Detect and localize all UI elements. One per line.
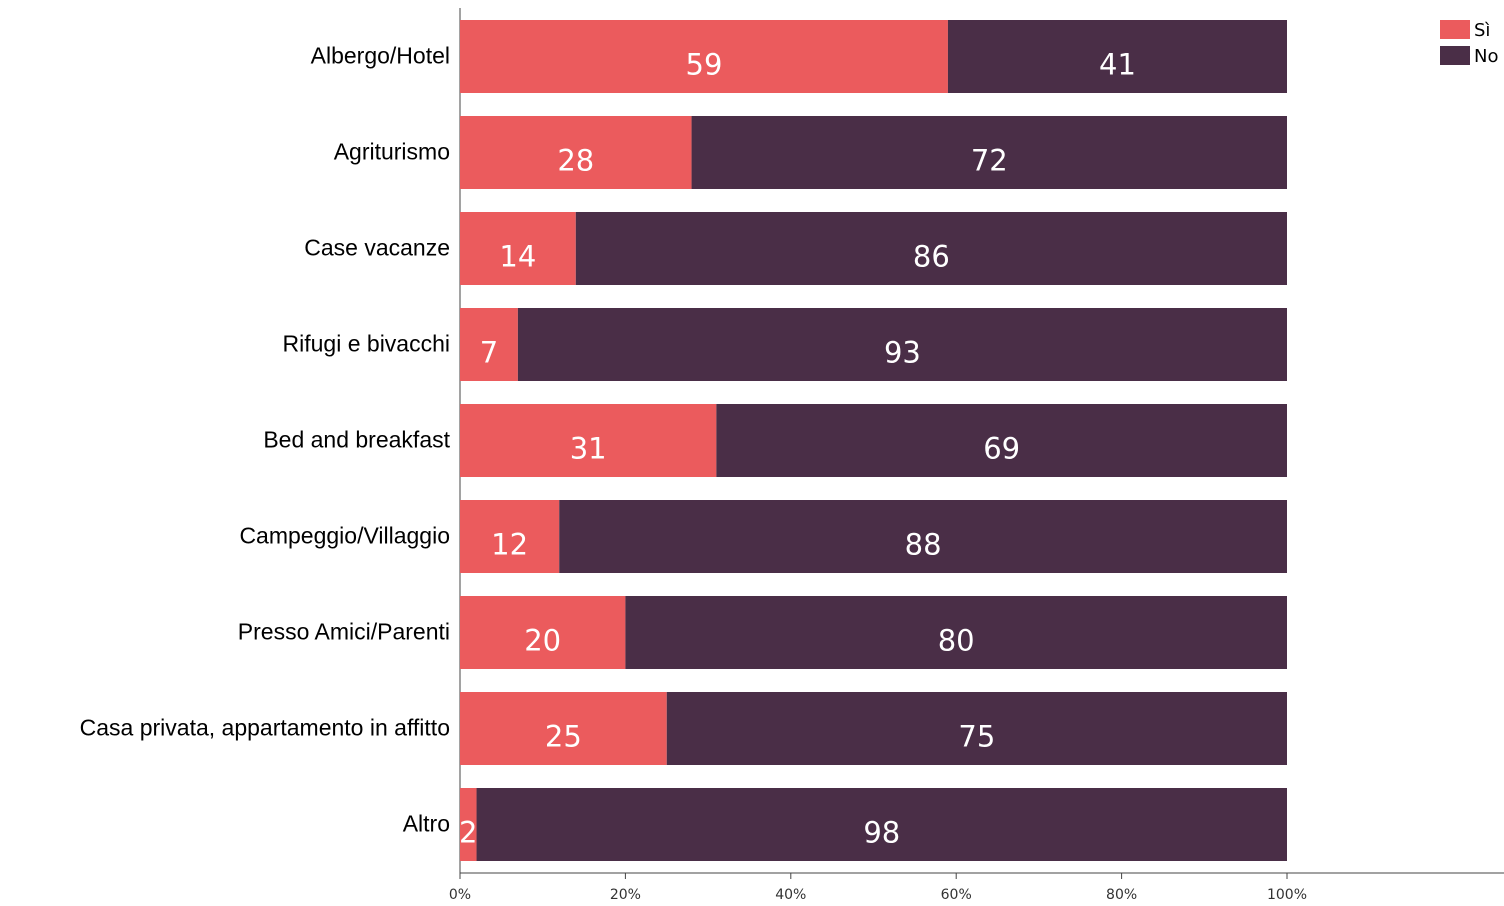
bar-segment-si [460, 692, 667, 765]
data-label: 93 [884, 336, 921, 370]
category-label: Albergo/Hotel [311, 43, 450, 69]
category-label: Presso Amici/Parenti [238, 619, 450, 645]
category-label: Altro [403, 811, 450, 837]
bar-segment-si [460, 500, 560, 573]
bar-segment-no [691, 116, 1287, 189]
bar-segment-no [517, 308, 1287, 381]
bar-segment-no [716, 404, 1287, 477]
data-label: 14 [499, 240, 536, 274]
x-tick-label: 0% [449, 887, 471, 903]
bar-segment-no [476, 788, 1287, 861]
legend-label: Sì [1474, 20, 1490, 41]
data-label: 25 [545, 720, 582, 754]
data-label: 72 [971, 144, 1008, 178]
x-tick-label: 60% [941, 887, 972, 903]
bar-segment-si [460, 20, 948, 93]
category-label: Agriturismo [334, 139, 450, 165]
legend-label: No [1474, 46, 1498, 67]
bar-segment-si [460, 212, 576, 285]
data-label: 80 [938, 624, 975, 658]
category-label: Case vacanze [304, 235, 450, 261]
bar-segment-no [575, 212, 1287, 285]
data-label: 75 [958, 720, 995, 754]
data-label: 2 [459, 816, 477, 850]
legend-swatch [1440, 46, 1470, 65]
legend: Sì No [1440, 20, 1498, 67]
bar-segment-si [460, 596, 626, 669]
bar-segment-si [460, 404, 717, 477]
legend-swatch [1440, 20, 1470, 39]
bar-segment-si [460, 308, 518, 381]
data-label: 41 [1099, 48, 1136, 82]
data-label: 31 [570, 432, 607, 466]
data-label: 88 [905, 528, 942, 562]
data-label: 69 [983, 432, 1020, 466]
bar-segment-si [460, 788, 477, 861]
data-label: 98 [863, 816, 900, 850]
bar-segment-no [666, 692, 1287, 765]
x-tick-label: 40% [775, 887, 806, 903]
x-tick-label: 100% [1267, 887, 1307, 903]
data-label: 59 [686, 48, 723, 82]
category-label: Campeggio/Villaggio [239, 523, 450, 549]
data-label: 7 [480, 336, 498, 370]
bars [460, 20, 1287, 861]
x-tick-label: 20% [610, 887, 641, 903]
category-label: Casa privata, appartamento in affitto [80, 715, 450, 741]
data-label: 20 [524, 624, 561, 658]
data-label: 28 [557, 144, 594, 178]
data-label: 86 [913, 240, 950, 274]
category-label: Rifugi e bivacchi [283, 331, 450, 357]
category-label: Bed and breakfast [263, 427, 450, 453]
bar-segment-no [947, 20, 1287, 93]
data-label: 12 [491, 528, 528, 562]
x-tick-label: 80% [1106, 887, 1137, 903]
bar-segment-si [460, 116, 692, 189]
bar-segment-no [625, 596, 1287, 669]
bar-segment-no [559, 500, 1287, 573]
